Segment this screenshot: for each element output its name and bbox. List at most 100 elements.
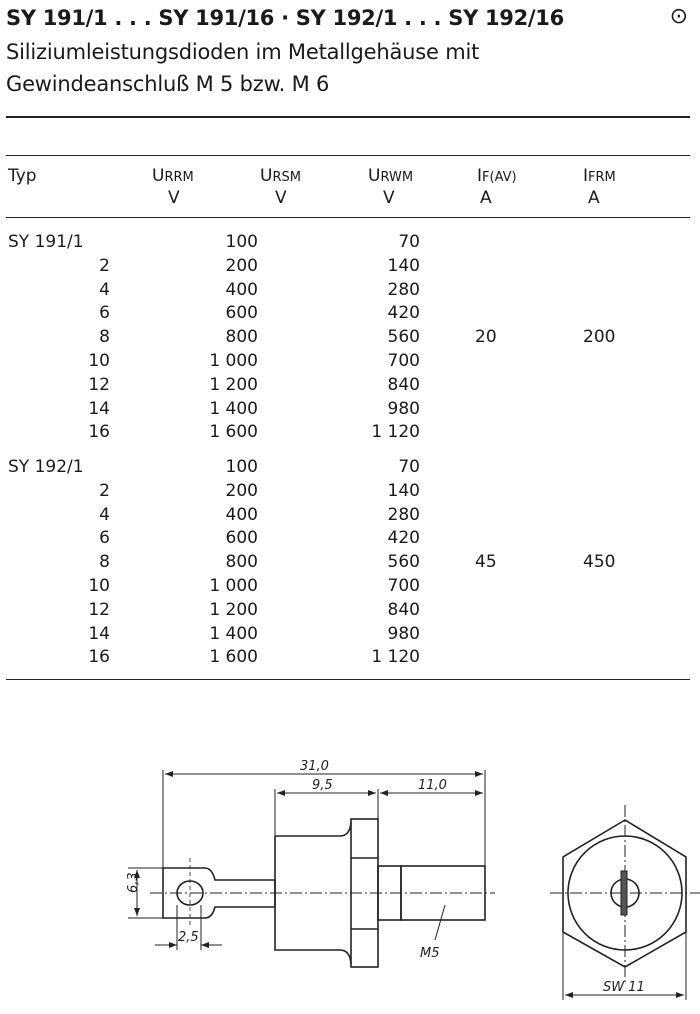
urrm-cell: 600 bbox=[225, 303, 258, 324]
column-symbol: U bbox=[260, 166, 273, 186]
type-cell: 4 bbox=[99, 504, 110, 525]
column-subscript: F(AV) bbox=[482, 170, 517, 185]
urwm-cell: 70 bbox=[398, 457, 420, 477]
type-cell: SY 191/1 bbox=[8, 232, 84, 252]
type-cell: 8 bbox=[99, 327, 110, 348]
wrench-size-label: SW 11 bbox=[603, 980, 645, 995]
urwm-cell: 560 bbox=[387, 552, 420, 573]
ifrm-cell: 200 bbox=[583, 327, 616, 348]
housing-circle bbox=[567, 835, 683, 951]
urrm-cell: 1 600 bbox=[209, 422, 258, 443]
dim-thread-label: 11,0 bbox=[418, 778, 447, 793]
divider bbox=[6, 679, 690, 680]
urwm-cell: 280 bbox=[387, 279, 420, 300]
column-unit: A bbox=[588, 188, 600, 208]
column-subscript: RRM bbox=[164, 170, 194, 185]
divider bbox=[6, 217, 690, 218]
urrm-cell: 1 400 bbox=[209, 623, 258, 644]
column-symbol: U bbox=[152, 166, 165, 186]
urwm-cell: 980 bbox=[387, 398, 420, 419]
urrm-cell: 100 bbox=[225, 457, 258, 477]
type-cell: 10 bbox=[88, 576, 110, 596]
urrm-cell: 1 200 bbox=[209, 599, 258, 620]
urwm-cell: 700 bbox=[387, 576, 420, 596]
urwm-cell: 70 bbox=[398, 232, 420, 252]
urrm-cell: 400 bbox=[225, 279, 258, 300]
urrm-cell: 800 bbox=[225, 552, 258, 573]
column-unit: A bbox=[480, 188, 492, 208]
column-symbol: I bbox=[583, 166, 589, 186]
column-header: IFRM bbox=[583, 166, 616, 186]
urrm-cell: 200 bbox=[225, 480, 258, 501]
column-header: Typ bbox=[8, 166, 37, 186]
urrm-cell: 1 000 bbox=[209, 576, 258, 596]
type-cell: SY 192/1 bbox=[8, 457, 84, 477]
type-cell: 16 bbox=[88, 422, 110, 443]
divider bbox=[6, 155, 690, 156]
urrm-cell: 600 bbox=[225, 528, 258, 549]
if-av-cell: 45 bbox=[475, 552, 497, 573]
column-subscript: FRM bbox=[588, 170, 616, 185]
thread-stud bbox=[400, 865, 486, 921]
type-cell: 8 bbox=[99, 552, 110, 573]
column-subscript: RSM bbox=[272, 170, 301, 185]
type-cell: 12 bbox=[88, 374, 110, 395]
column-unit: V bbox=[275, 188, 287, 208]
type-cell: 14 bbox=[88, 398, 110, 419]
urrm-cell: 200 bbox=[225, 255, 258, 276]
type-cell: 12 bbox=[88, 599, 110, 620]
page-title: SY 191/1 . . . SY 191/16 · SY 192/1 . . … bbox=[6, 6, 564, 30]
urrm-cell: 1 000 bbox=[209, 351, 258, 371]
circle-dot-symbol: ⊙ bbox=[669, 4, 688, 29]
ifrm-cell: 450 bbox=[583, 552, 616, 573]
column-symbol: Typ bbox=[8, 166, 37, 186]
urwm-cell: 140 bbox=[387, 255, 420, 276]
divider bbox=[6, 116, 690, 118]
urwm-cell: 560 bbox=[387, 327, 420, 348]
column-header: IF(AV) bbox=[477, 166, 517, 186]
type-cell: 6 bbox=[99, 528, 110, 549]
urrm-cell: 400 bbox=[225, 504, 258, 525]
dim-hole-label: 2,5 bbox=[178, 930, 199, 945]
type-cell: 4 bbox=[99, 279, 110, 300]
column-header: URWM bbox=[368, 166, 413, 186]
urrm-cell: 800 bbox=[225, 327, 258, 348]
urwm-cell: 420 bbox=[387, 528, 420, 549]
hex-end-view bbox=[562, 819, 687, 968]
urrm-cell: 1 400 bbox=[209, 398, 258, 419]
urwm-cell: 700 bbox=[387, 351, 420, 371]
urwm-cell: 840 bbox=[387, 599, 420, 620]
urrm-cell: 100 bbox=[225, 232, 258, 252]
urwm-cell: 420 bbox=[387, 303, 420, 324]
pin bbox=[620, 870, 628, 916]
urwm-cell: 140 bbox=[387, 480, 420, 501]
urwm-cell: 840 bbox=[387, 374, 420, 395]
type-cell: 2 bbox=[99, 255, 110, 276]
type-cell: 14 bbox=[88, 623, 110, 644]
urrm-cell: 1 600 bbox=[209, 647, 258, 668]
column-header: URRM bbox=[152, 166, 194, 186]
subtitle-line-1: Siliziumleistungsdioden im Metallgehäuse… bbox=[6, 40, 480, 64]
dim-lug-height-label: 6,3 bbox=[126, 872, 141, 893]
column-unit: V bbox=[168, 188, 180, 208]
column-symbol: I bbox=[477, 166, 483, 186]
urwm-cell: 280 bbox=[387, 504, 420, 525]
type-cell: 6 bbox=[99, 303, 110, 324]
urwm-cell: 980 bbox=[387, 623, 420, 644]
dim-total-label: 31,0 bbox=[300, 759, 329, 774]
column-unit: V bbox=[383, 188, 395, 208]
urwm-cell: 1 120 bbox=[371, 422, 420, 443]
dim-body-label: 9,5 bbox=[312, 778, 333, 793]
column-subscript: RWM bbox=[380, 170, 414, 185]
column-header: URSM bbox=[260, 166, 301, 186]
urwm-cell: 1 120 bbox=[371, 647, 420, 668]
if-av-cell: 20 bbox=[475, 327, 497, 348]
type-cell: 16 bbox=[88, 647, 110, 668]
urrm-cell: 1 200 bbox=[209, 374, 258, 395]
type-cell: 2 bbox=[99, 480, 110, 501]
column-symbol: U bbox=[368, 166, 381, 186]
thread-label: M5 bbox=[420, 946, 440, 961]
subtitle-line-2: Gewindeanschluß M 5 bzw. M 6 bbox=[6, 72, 330, 96]
type-cell: 10 bbox=[88, 351, 110, 371]
